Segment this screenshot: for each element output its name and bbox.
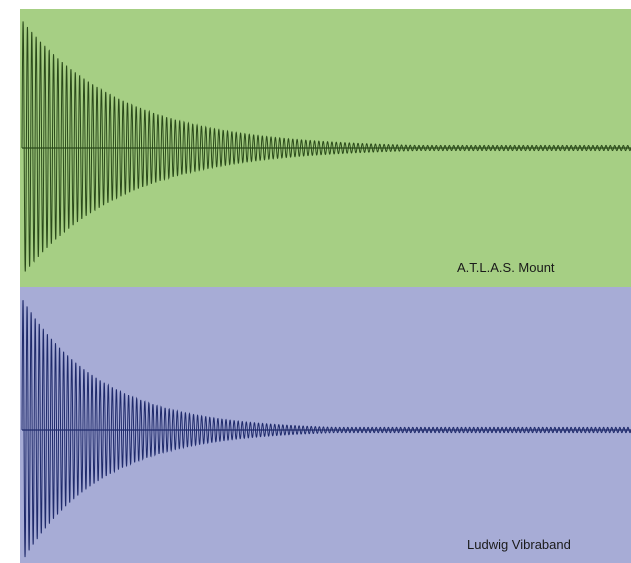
- ludwig-vibraband-label: Ludwig Vibraband: [467, 537, 571, 552]
- atlas-mount-waveform: [20, 9, 631, 287]
- atlas-mount-panel: A.T.L.A.S. Mount: [20, 9, 631, 287]
- ludwig-vibraband-panel: Ludwig Vibraband: [20, 287, 631, 563]
- atlas-mount-label: A.T.L.A.S. Mount: [457, 260, 555, 275]
- ludwig-vibraband-waveform: [20, 287, 631, 563]
